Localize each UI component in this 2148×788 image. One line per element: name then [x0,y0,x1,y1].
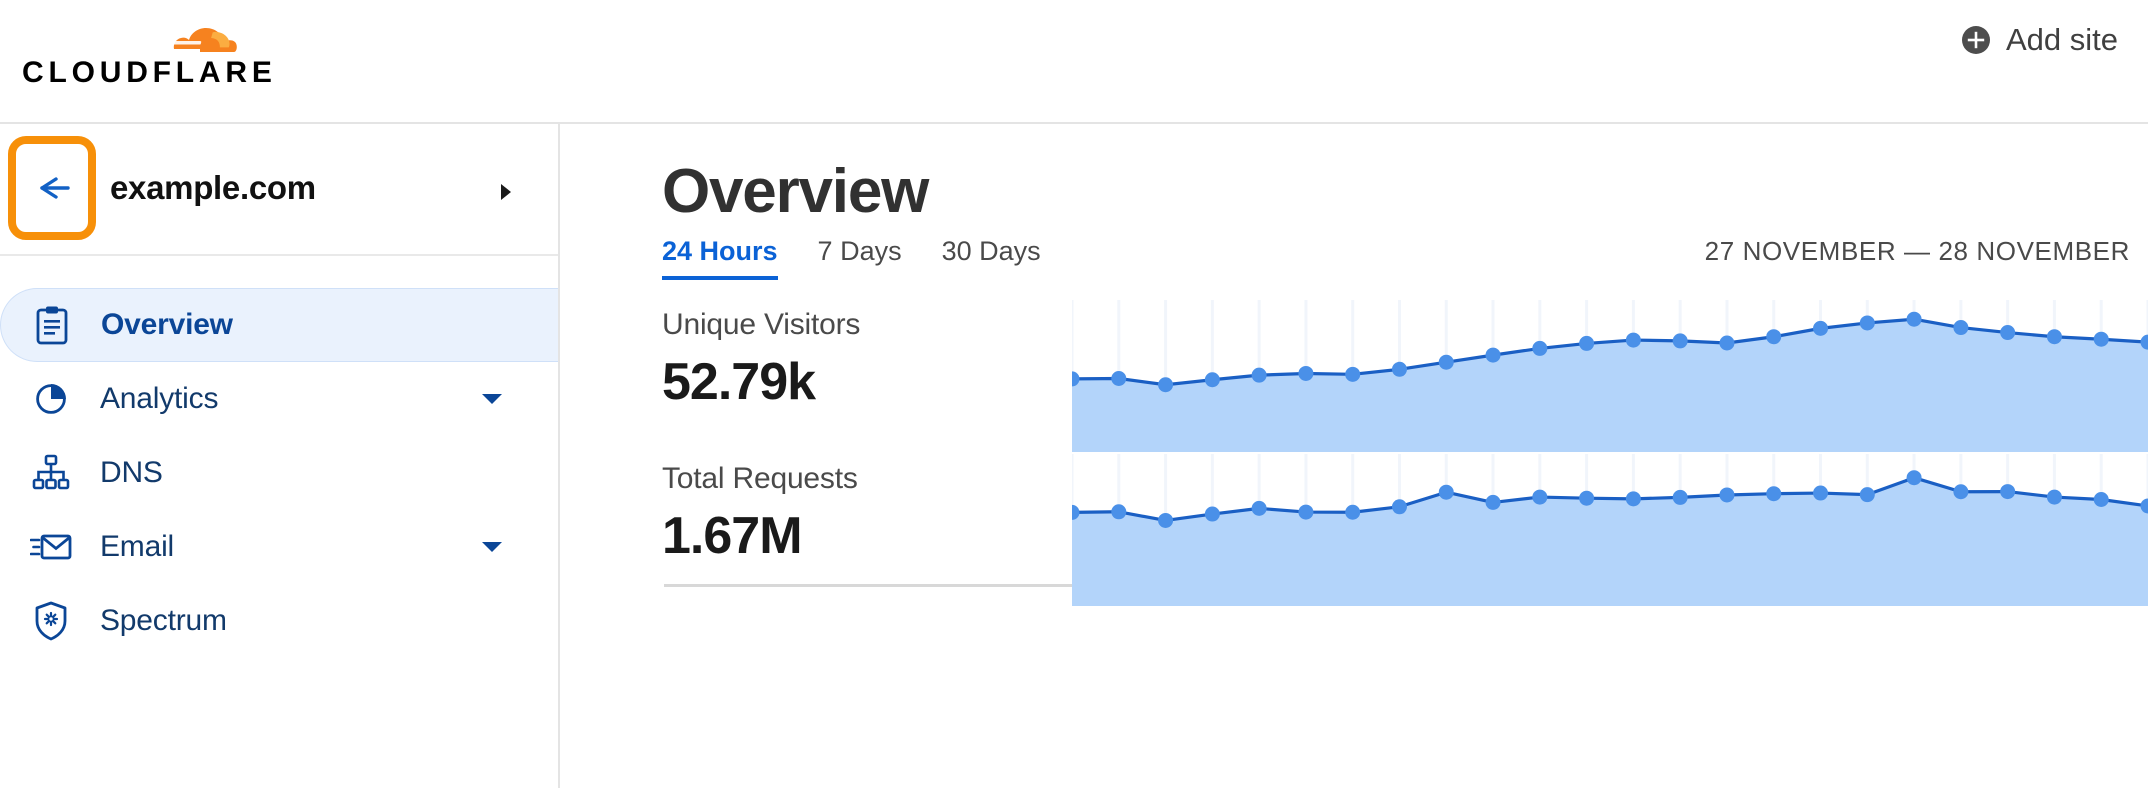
data-point[interactable] [1204,506,1220,522]
data-point[interactable] [1532,489,1548,505]
sidebar: example.com Overview [0,124,560,788]
plus-circle-icon [1961,26,1990,54]
data-point[interactable] [1391,361,1407,377]
page-title: Overview [662,157,929,226]
cloudflare-cloud-logo-icon [173,28,237,52]
data-point[interactable] [1204,372,1220,388]
data-point[interactable] [1813,320,1829,336]
data-point[interactable] [1345,366,1361,382]
data-point[interactable] [1813,485,1829,501]
series-line [1071,476,2148,523]
caret-right-icon[interactable] [498,182,514,202]
data-point[interactable] [1158,377,1174,393]
tab-24-hours[interactable]: 24 Hours [662,236,778,280]
cloudflare-wordmark: CLOUDFLARE [22,56,277,89]
metric-label: Total Requests [662,462,858,495]
data-point[interactable] [2046,329,2062,345]
data-point[interactable] [1158,512,1174,528]
sidebar-item-label: DNS [100,456,163,489]
data-point[interactable] [1625,332,1641,348]
main-content: Overview 24 Hours 7 Days 30 Days 27 NOVE… [562,124,2148,788]
data-point[interactable] [1719,335,1735,351]
data-point[interactable] [1906,470,1922,486]
shield-icon [28,598,74,644]
data-point[interactable] [1251,367,1267,383]
data-point[interactable] [2140,334,2148,350]
add-site-button[interactable]: Add site [1960,22,2118,58]
data-point[interactable] [1859,487,1875,503]
sidebar-item-label: Analytics [100,382,219,415]
unique-visitors-chart[interactable] [1064,292,2148,473]
area-chart-svg [1064,300,2148,452]
data-point[interactable] [1438,354,1454,370]
sidebar-item-email[interactable]: Email [0,510,552,584]
data-point[interactable] [1298,504,1314,520]
data-point[interactable] [1532,340,1548,356]
data-point[interactable] [2000,325,2016,341]
metric-value: 52.79k [662,353,816,411]
sidebar-item-analytics[interactable]: Analytics [0,362,552,436]
time-range-tabs: 24 Hours 7 Days 30 Days [662,236,1081,280]
sidebar-item-spectrum[interactable]: Spectrum [0,584,552,658]
envelope-icon [28,524,74,570]
site-name: example.com [110,169,316,206]
chevron-down-icon[interactable] [480,539,504,555]
area-fill [1072,477,2148,606]
tab-30-days[interactable]: 30 Days [942,236,1041,280]
data-point[interactable] [1766,329,1782,345]
data-point[interactable] [1298,365,1314,381]
data-point[interactable] [1111,504,1127,520]
data-point[interactable] [1953,320,1969,336]
sidebar-item-label: Overview [101,308,233,341]
add-site-label: Add site [2005,22,2118,57]
data-point[interactable] [1625,491,1641,507]
site-selector-row[interactable]: example.com [0,124,558,256]
cloudflare-logo[interactable]: CLOUDFLARE [22,8,272,108]
total-requests-chart[interactable] [1064,446,2148,627]
data-point[interactable] [1859,315,1875,331]
data-point[interactable] [1766,486,1782,502]
data-point[interactable] [1672,489,1688,505]
data-point[interactable] [1579,490,1595,506]
data-point[interactable] [2046,489,2062,505]
tab-7-days[interactable]: 7 Days [818,236,902,280]
data-point[interactable] [1953,484,1969,500]
data-point[interactable] [1672,333,1688,349]
data-point[interactable] [1485,494,1501,510]
data-point[interactable] [2093,492,2109,507]
data-point[interactable] [1906,311,1922,327]
metric-label: Unique Visitors [662,308,861,341]
pie-chart-icon [28,376,74,422]
data-point[interactable] [1579,335,1595,351]
sidebar-item-dns[interactable]: DNS [0,436,552,510]
metric-value: 1.67M [662,507,803,565]
area-chart-svg [1064,454,2148,606]
top-header: CLOUDFLARE Add site [0,0,2148,124]
sidebar-item-label: Spectrum [100,604,227,637]
date-range-label: 27 NOVEMBER — 28 NOVEMBER [1704,236,2130,266]
data-point[interactable] [2140,498,2148,514]
data-point[interactable] [1111,370,1127,386]
back-button[interactable] [8,136,96,240]
data-point[interactable] [2093,331,2109,347]
chevron-down-icon[interactable] [480,391,504,407]
sitemap-icon [28,450,74,496]
area-fill [1072,319,2148,452]
data-point[interactable] [1719,487,1735,503]
sidebar-nav: Overview Analytics [0,256,558,658]
data-point[interactable] [2000,484,2016,500]
clipboard-icon [29,302,75,348]
sidebar-item-label: Email [100,530,175,563]
arrow-left-icon [40,177,70,199]
series-line [1071,317,2148,387]
data-point[interactable] [1438,484,1454,500]
data-point[interactable] [1391,499,1407,515]
data-point[interactable] [1251,500,1267,516]
sidebar-item-overview[interactable]: Overview [0,288,558,362]
data-point[interactable] [1345,504,1361,520]
data-point[interactable] [1485,347,1501,363]
